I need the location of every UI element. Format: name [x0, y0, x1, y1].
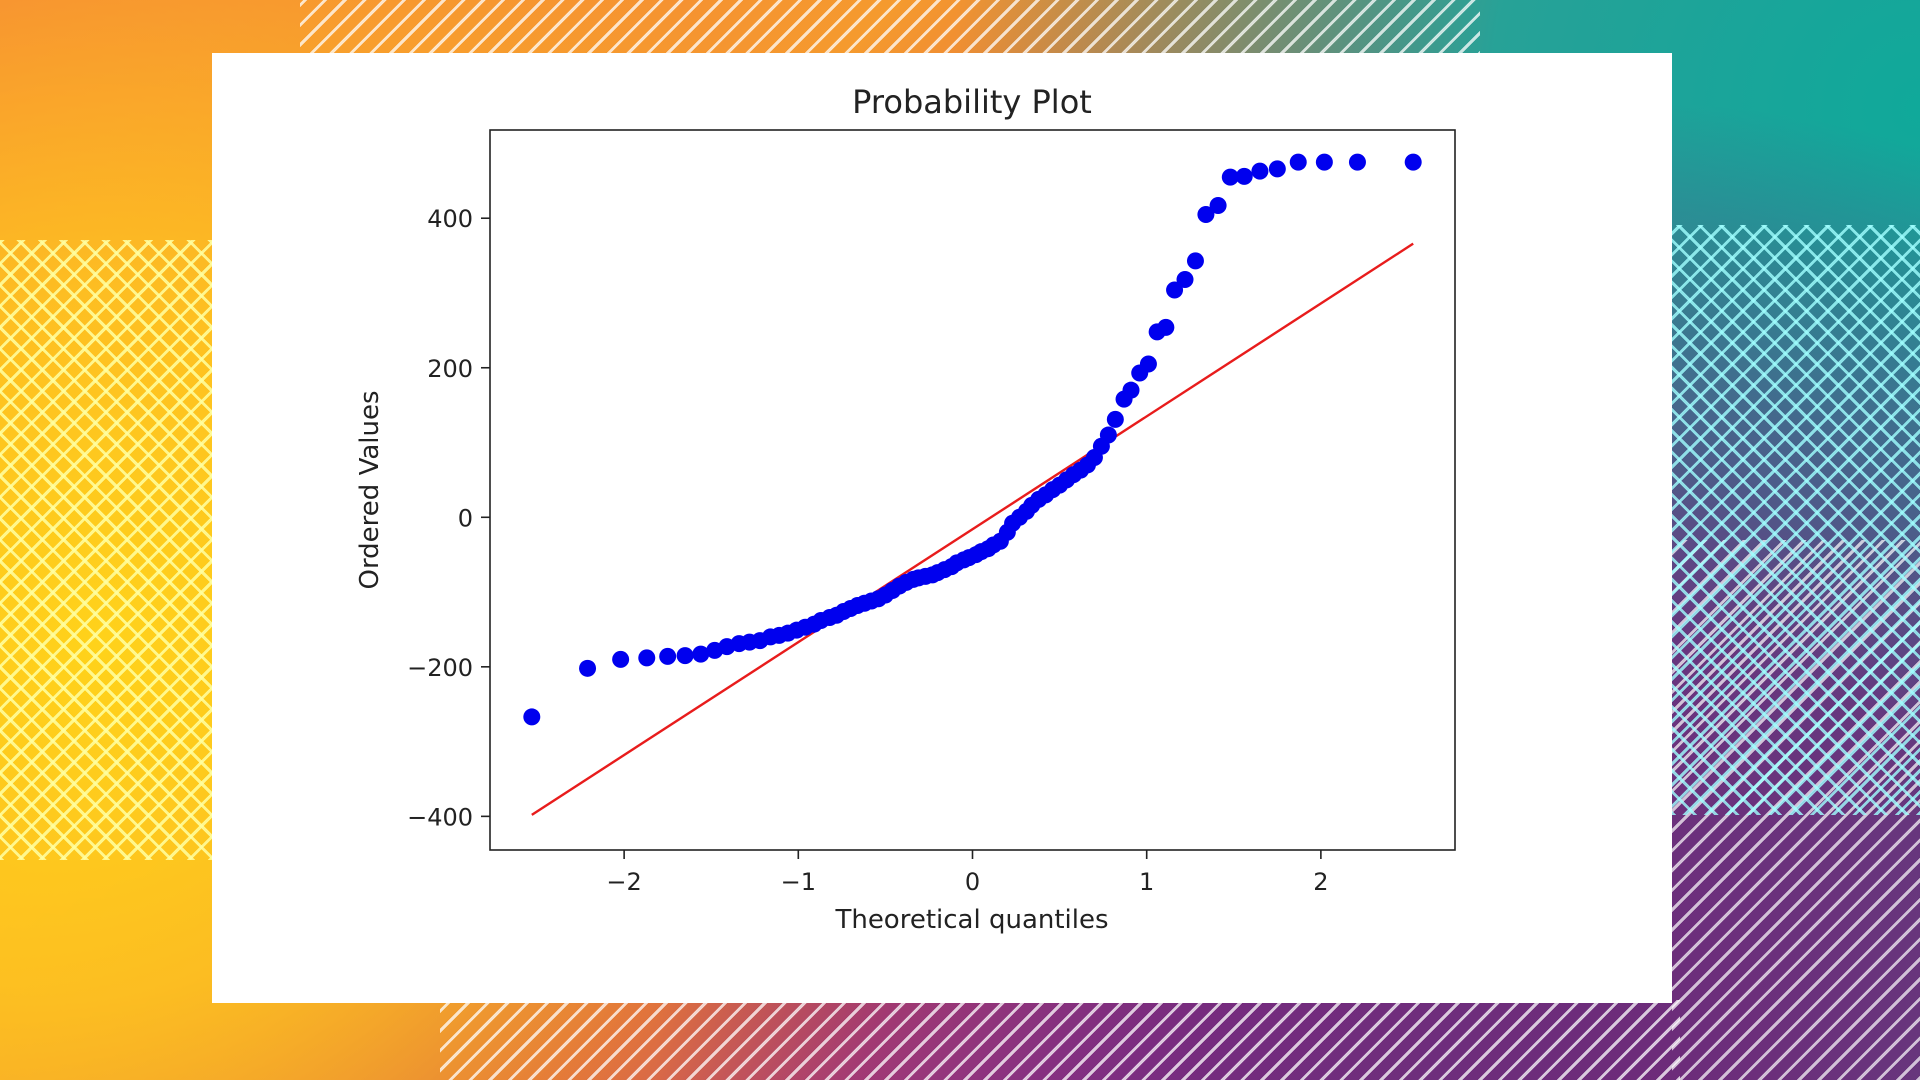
data-point	[1106, 410, 1124, 428]
y-tick-label: 400	[427, 205, 473, 233]
chart-card: Probability Plot −2 −1 0 1 2 −400 −200 0 200 400 …	[212, 53, 1672, 1003]
data-point	[638, 649, 656, 667]
axes-layer: −2 −1 0 1 2 −400 −200 0 200 400	[407, 205, 1328, 896]
data-point	[1122, 381, 1140, 399]
data-point	[1348, 153, 1366, 171]
background-hatch-right	[1672, 225, 1920, 815]
x-axis-label: Theoretical quantiles	[834, 905, 1108, 935]
data-point	[1197, 205, 1215, 223]
data-point	[1166, 281, 1184, 299]
data-point	[523, 708, 541, 726]
x-tick-label: −2	[606, 868, 641, 896]
x-tick-label: 1	[1139, 868, 1154, 896]
y-tick-label: 0	[458, 504, 473, 532]
data-point	[659, 647, 677, 665]
data-point	[579, 659, 597, 677]
data-point	[1176, 271, 1194, 289]
points-layer	[523, 153, 1422, 726]
data-point	[612, 650, 630, 668]
data-point	[1157, 318, 1175, 336]
x-tick-label: 2	[1313, 868, 1328, 896]
data-point	[1139, 355, 1157, 373]
background-stripes-top	[300, 0, 1480, 55]
data-point	[1235, 167, 1253, 185]
background-stripes-bottom	[440, 1000, 1680, 1080]
plot-frame	[489, 129, 1456, 851]
data-point	[676, 647, 694, 665]
data-point	[1268, 160, 1286, 178]
data-point	[1251, 162, 1269, 180]
fit-line-layer	[531, 242, 1414, 816]
data-point	[1315, 153, 1333, 171]
probability-plot-chart: Probability Plot −2 −1 0 1 2−400−2000200400 …	[355, 83, 1456, 935]
y-tick-label: 200	[427, 355, 473, 383]
data-point	[1221, 168, 1239, 186]
y-tick-label: −400	[407, 803, 473, 831]
data-point	[1289, 153, 1307, 171]
x-tick-label: 0	[965, 868, 980, 896]
chart-title: Probability Plot	[852, 83, 1092, 121]
data-point	[1209, 197, 1227, 215]
fit-line	[531, 242, 1414, 816]
data-point	[1186, 252, 1204, 270]
x-tick-label: −1	[781, 868, 816, 896]
data-point	[692, 645, 710, 663]
y-axis-label: Ordered Values	[355, 390, 385, 589]
data-point	[1099, 426, 1117, 444]
data-point	[1404, 153, 1422, 171]
background-hatch-left	[0, 240, 212, 860]
y-tick-label: −200	[407, 654, 473, 682]
